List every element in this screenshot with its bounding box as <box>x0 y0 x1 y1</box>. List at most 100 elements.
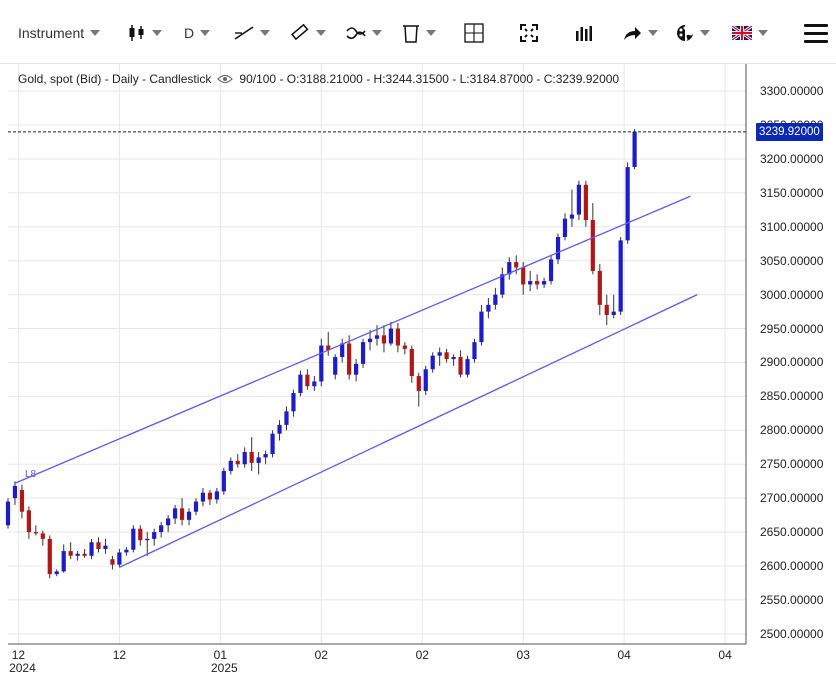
chevron-down-icon <box>426 30 436 36</box>
candle-body <box>583 184 588 221</box>
chevron-down-icon <box>90 30 101 36</box>
x-tick-year-label: 2024 <box>9 661 36 675</box>
period-dropdown[interactable]: D <box>184 22 211 44</box>
delete-dropdown[interactable] <box>402 22 436 44</box>
channel-line <box>119 294 698 568</box>
candle-body <box>451 357 456 360</box>
low-readout: L:3184.87000 <box>459 72 534 86</box>
candle-body <box>597 270 602 305</box>
candle-body <box>179 508 185 520</box>
chart-toolbar: Instrument D <box>0 0 836 64</box>
eye-icon[interactable] <box>217 74 234 84</box>
candle-body <box>347 343 352 375</box>
candle-body <box>535 281 540 285</box>
x-tick-label: 12 <box>11 648 26 662</box>
theme-icon <box>677 25 693 41</box>
candle-body <box>221 471 226 492</box>
language-dropdown[interactable] <box>732 22 768 44</box>
x-tick-label: 12 <box>112 648 127 662</box>
candle-body <box>319 345 324 382</box>
candle-body <box>110 559 115 565</box>
chart-type-dropdown[interactable] <box>128 22 162 44</box>
candle-body <box>298 374 303 394</box>
candle-body <box>152 532 157 539</box>
candle-body <box>423 369 428 391</box>
candle-body <box>360 342 366 364</box>
candle-body <box>124 549 129 553</box>
candle-body <box>604 304 609 315</box>
last-price-tag: 3239.92000 <box>756 122 823 141</box>
measure-dropdown[interactable] <box>290 22 326 44</box>
share-dropdown[interactable] <box>622 22 658 44</box>
candle-body <box>465 359 470 375</box>
candle-body <box>367 338 373 343</box>
candle-body <box>374 335 380 339</box>
candle-body <box>5 501 11 526</box>
candle-body <box>395 328 400 346</box>
channel-line <box>14 195 691 484</box>
hamburger-menu-icon[interactable] <box>804 24 828 44</box>
volume-icon <box>576 26 592 41</box>
candle-body <box>437 352 442 356</box>
indicator-dropdown[interactable] <box>346 22 382 44</box>
candle-body <box>54 571 59 575</box>
y-tick-label: 2500.00000 <box>760 626 824 641</box>
candle-body <box>68 551 73 556</box>
close-readout: C:3239.92000 <box>543 72 620 86</box>
x-tick-year-label: 2025 <box>210 661 238 675</box>
candle-body <box>493 294 498 305</box>
y-tick-label: 3000.00000 <box>760 287 824 302</box>
ruler-icon <box>291 24 309 41</box>
candlestick-chart[interactable]: L8 <box>0 64 836 682</box>
candle-body <box>47 538 52 575</box>
candle-body <box>528 281 533 285</box>
chart-area[interactable]: L8 Gold, spot (Bid) - Daily - Candlestic… <box>0 64 836 682</box>
candle-body <box>145 538 150 541</box>
uk-flag-icon <box>732 26 752 40</box>
candle-body <box>193 501 199 512</box>
y-tick-label: 2550.00000 <box>760 592 824 607</box>
candle-body <box>576 184 582 215</box>
chevron-down-icon <box>316 30 326 36</box>
x-tick-label: 04 <box>617 648 631 662</box>
candle-body <box>402 345 407 349</box>
instrument-label: Instrument <box>18 25 85 41</box>
candle-body <box>200 492 206 502</box>
chevron-down-icon <box>758 30 768 36</box>
candlestick-icon <box>129 25 144 41</box>
candle-body <box>256 457 261 463</box>
candle-body <box>632 131 637 167</box>
candle-body <box>270 433 275 455</box>
candle-body <box>131 528 136 550</box>
candle-body <box>514 262 519 268</box>
zoom-readout: 90/100 <box>239 72 277 86</box>
candle-body <box>416 376 421 391</box>
overlay-icon <box>346 27 366 40</box>
candle-body <box>555 236 561 260</box>
candle-body <box>305 374 310 387</box>
candle-body <box>159 525 164 533</box>
candle-body <box>479 311 484 343</box>
instrument-dropdown[interactable]: Instrument <box>18 22 101 44</box>
volume-button[interactable] <box>575 22 593 44</box>
y-tick-label: 3300.00000 <box>760 84 824 99</box>
candle-body <box>409 348 414 377</box>
candle-body <box>277 424 282 434</box>
draw-line-dropdown[interactable] <box>234 22 270 44</box>
theme-dropdown[interactable] <box>676 22 710 44</box>
chevron-down-icon <box>260 30 270 36</box>
candle-body <box>33 532 38 534</box>
x-tick-label: 01 <box>213 648 228 662</box>
candle-body <box>444 352 449 360</box>
trend-line-icon <box>234 26 254 40</box>
crosshair-button[interactable] <box>464 22 484 44</box>
y-tick-label: 3200.00000 <box>760 151 824 166</box>
candle-body <box>117 552 122 565</box>
candle-body <box>89 542 94 556</box>
candle-body <box>388 328 394 344</box>
candle-body <box>625 167 630 241</box>
fullscreen-button[interactable] <box>520 22 538 44</box>
candle-body <box>486 304 491 312</box>
crosshair-icon <box>464 23 484 43</box>
candle-body <box>381 335 387 344</box>
